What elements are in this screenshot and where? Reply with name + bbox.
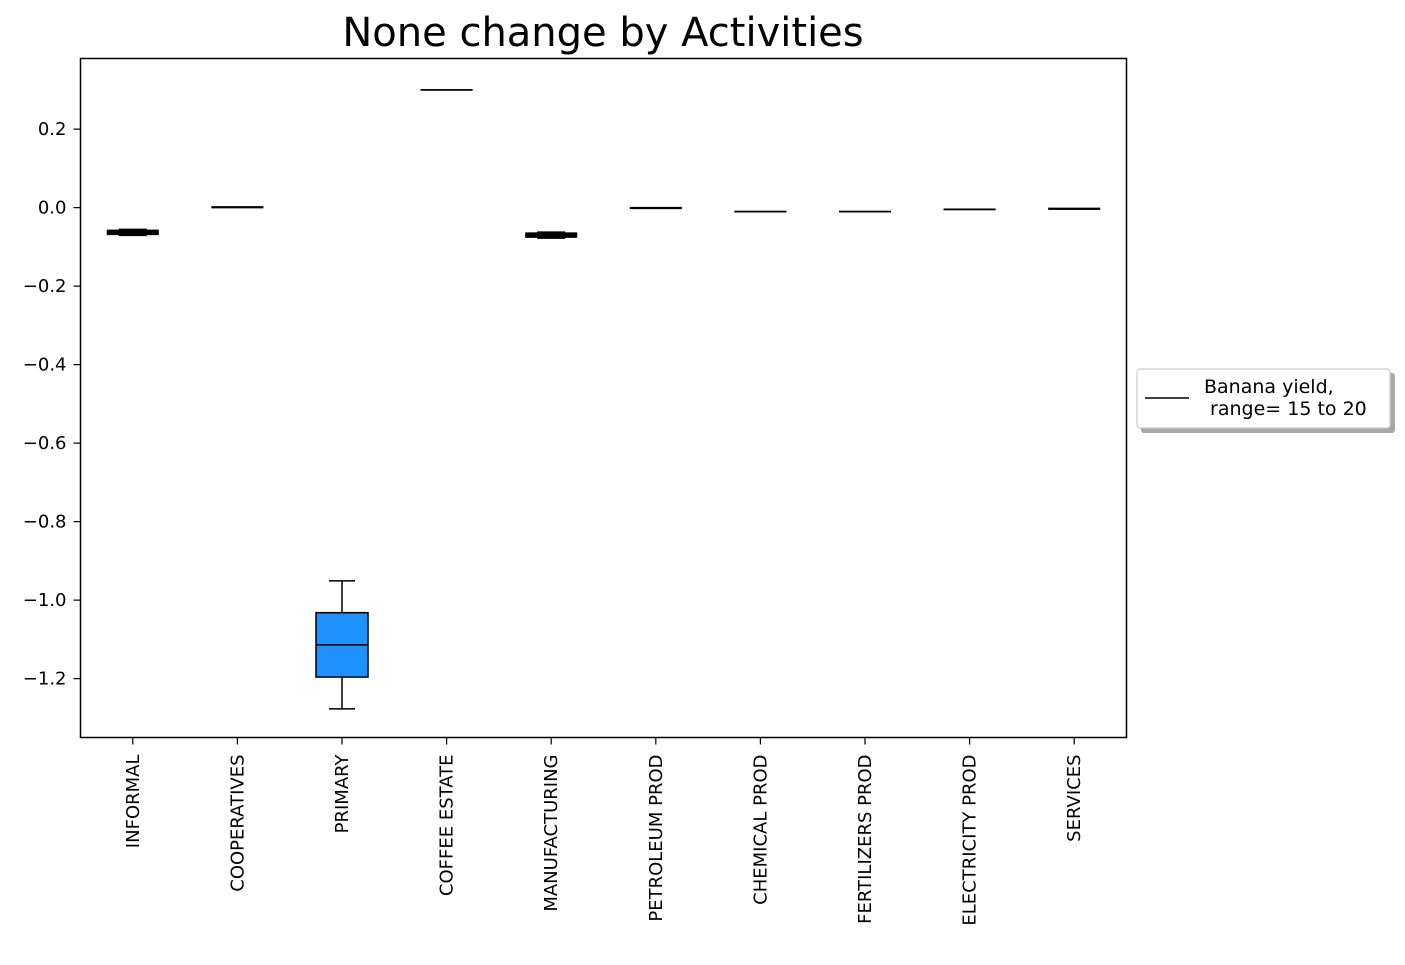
y-axis: 0.2 0.0 −0.2 −0.4 −0.6 −0.8 −1.0 −1.2: [23, 119, 81, 690]
box-cooperatives: [211, 206, 264, 209]
y-tick-label: −1.0: [23, 590, 67, 611]
box-chemical-prod: [734, 210, 787, 213]
chart-title: None change by Activities: [342, 10, 863, 56]
whisker-caps: [537, 231, 566, 239]
x-tick-label: COFFEE ESTATE: [437, 755, 458, 897]
x-axis: INFORMAL COOPERATIVES PRIMARY COFFEE ESTATE…: [123, 737, 1085, 926]
x-tick-label: PETROLEUM PROD: [646, 755, 667, 922]
y-tick-label: −1.2: [23, 669, 67, 690]
plot-area: [79, 57, 1128, 739]
legend-box: [1136, 368, 1391, 429]
box-series: [106, 89, 1101, 710]
box-coffee-estate: [420, 89, 473, 91]
box-manufacturing: [525, 231, 578, 239]
x-tick-label: COOPERATIVES: [227, 755, 248, 892]
legend-label-line1: Banana yield,: [1204, 376, 1334, 398]
box-fertilizers-prod: [839, 210, 891, 213]
box-primary: [315, 580, 369, 710]
y-tick-label: −0.6: [23, 433, 67, 454]
legend-label-line2: range= 15 to 20: [1204, 398, 1367, 420]
x-tick-label: MANUFACTURING: [541, 755, 562, 912]
y-tick-label: −0.4: [23, 355, 67, 376]
x-tick-label: SERVICES: [1064, 755, 1085, 842]
box-electricity-prod: [943, 208, 996, 211]
whisker-caps: [118, 228, 147, 237]
y-tick-label: 0.2: [38, 119, 67, 140]
x-tick-label: ELECTRICITY PROD: [960, 755, 981, 926]
legend: Banana yield, range= 15 to 20: [1136, 368, 1395, 433]
y-tick-label: −0.8: [23, 512, 67, 533]
x-tick-label: CHEMICAL PROD: [750, 755, 771, 905]
x-tick-label: PRIMARY: [332, 754, 353, 834]
y-tick-label: 0.0: [38, 198, 67, 219]
box-services: [1048, 207, 1101, 210]
y-tick-label: −0.2: [23, 276, 67, 297]
box-petroleum-prod: [629, 206, 682, 210]
x-tick-label: FERTILIZERS PROD: [855, 755, 876, 924]
x-tick-label: INFORMAL: [123, 755, 144, 849]
box-informal: [106, 228, 159, 237]
